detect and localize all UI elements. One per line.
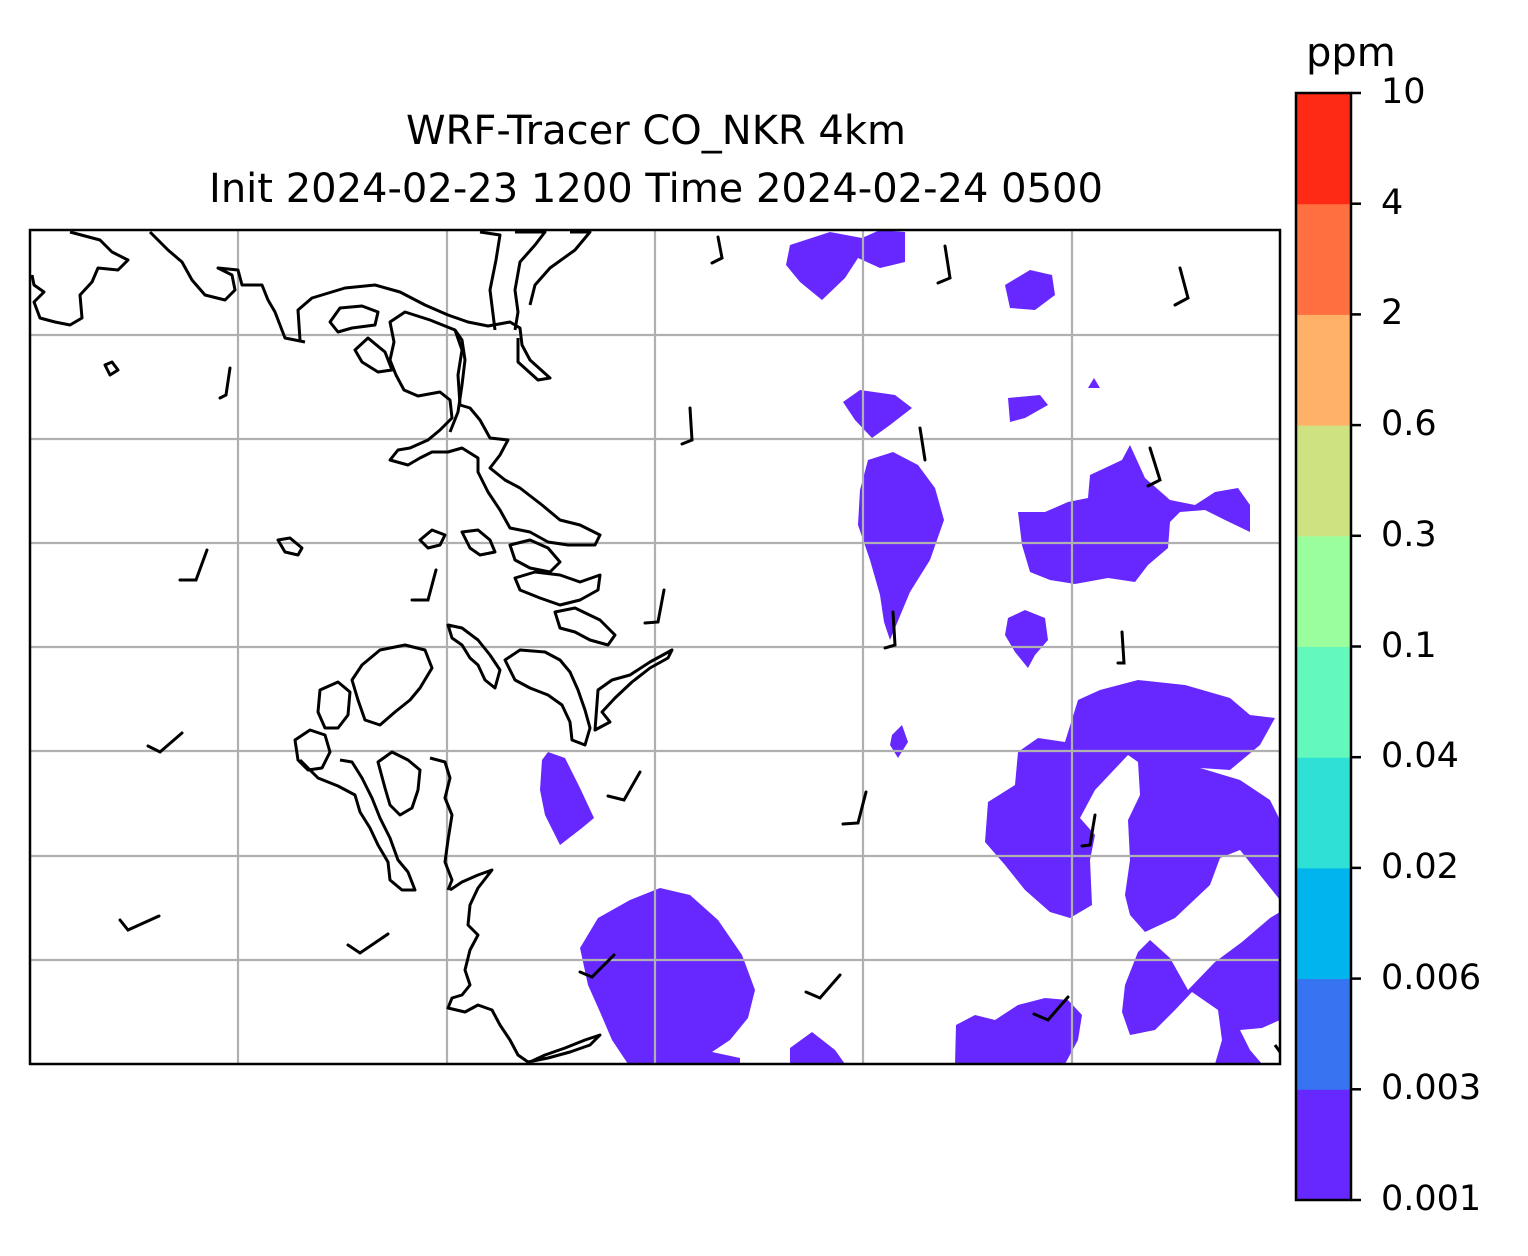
colorbar-tick-label: 0.006 bbox=[1381, 957, 1482, 998]
title-line-2-wrap: Init 2024-02-23 1200 Time 2024-02-24 050… bbox=[30, 166, 1282, 212]
coastline bbox=[148, 230, 306, 344]
colorbar-unit-label: ppm bbox=[1306, 30, 1396, 76]
coastline bbox=[316, 680, 352, 730]
wind-barb bbox=[578, 953, 616, 979]
coastline bbox=[418, 528, 447, 550]
coastline bbox=[328, 304, 380, 334]
wind-barb bbox=[1173, 266, 1190, 307]
map-frame bbox=[28, 228, 1282, 1066]
coastline bbox=[30, 230, 130, 327]
tracer-blob bbox=[843, 390, 912, 438]
coastline bbox=[103, 360, 120, 377]
coastline bbox=[276, 536, 304, 557]
coastline bbox=[503, 648, 592, 747]
coastline bbox=[376, 750, 422, 817]
wind-barb bbox=[710, 235, 724, 265]
tracer-blob bbox=[1005, 270, 1055, 310]
coastline bbox=[508, 538, 562, 574]
colorbar-tick-label: 2 bbox=[1381, 293, 1404, 334]
colorbar-segment bbox=[1296, 535, 1351, 647]
coastline bbox=[553, 606, 617, 647]
tracer-blob bbox=[858, 452, 944, 640]
colorbar-segment bbox=[1296, 203, 1351, 315]
colorbar-segment bbox=[1296, 646, 1351, 758]
colorbar-segment bbox=[1296, 93, 1351, 205]
coastline bbox=[446, 868, 602, 1064]
coastline bbox=[298, 758, 417, 892]
colorbar-segment bbox=[1296, 314, 1351, 426]
coastline bbox=[528, 230, 592, 306]
tracer-blob bbox=[985, 680, 1280, 932]
tracer-blob bbox=[790, 1032, 845, 1064]
coastline bbox=[429, 756, 454, 891]
coastline bbox=[296, 283, 552, 382]
colorbar-tick-label: 10 bbox=[1381, 72, 1426, 112]
wind-barb bbox=[1146, 446, 1162, 488]
wind-barb bbox=[841, 790, 868, 826]
colorbar-tick-label: 0.001 bbox=[1381, 1179, 1482, 1219]
coastline bbox=[513, 570, 602, 607]
colorbar-tick-label: 0.6 bbox=[1381, 404, 1437, 445]
colorbar-segment bbox=[1296, 1089, 1351, 1201]
wind-barb bbox=[1080, 813, 1097, 848]
wind-barb bbox=[178, 548, 209, 582]
wind-barb bbox=[118, 914, 161, 932]
wind-barb bbox=[1116, 630, 1126, 665]
coastline bbox=[460, 528, 497, 557]
coastline bbox=[388, 310, 602, 547]
colorbar-segment bbox=[1296, 978, 1351, 1090]
tracer-blob bbox=[540, 752, 594, 845]
tracer-blob bbox=[1088, 378, 1100, 388]
wind-barb bbox=[918, 426, 927, 462]
title-main: WRF-Tracer CO_NKR 4km bbox=[405, 108, 907, 154]
wind-barb bbox=[680, 406, 694, 446]
colorbar bbox=[1294, 91, 1361, 1202]
colorbar-segment bbox=[1296, 425, 1351, 537]
coastline bbox=[448, 329, 467, 433]
coastline bbox=[479, 230, 502, 331]
wind-barbs bbox=[118, 235, 1190, 1022]
tracer-blob bbox=[1122, 912, 1280, 1064]
coastlines bbox=[30, 230, 1280, 1064]
tracer-blob bbox=[890, 725, 908, 758]
coastline bbox=[446, 623, 502, 690]
wind-barb bbox=[410, 568, 438, 602]
colorbar-tick-label: 0.04 bbox=[1381, 736, 1459, 777]
coastline bbox=[593, 648, 674, 732]
tracer-blob bbox=[1008, 395, 1048, 422]
wind-barb bbox=[346, 932, 390, 955]
colorbar-tick-label: 0.003 bbox=[1381, 1068, 1482, 1109]
coastline bbox=[353, 336, 394, 374]
wind-barb bbox=[643, 588, 666, 625]
tracer-blob bbox=[955, 998, 1082, 1064]
wind-barb bbox=[1032, 995, 1070, 1022]
colorbar-segment bbox=[1296, 757, 1351, 869]
colorbar-tick-label: 0.1 bbox=[1381, 625, 1437, 666]
colorbar-tick-label: 0.02 bbox=[1381, 846, 1459, 887]
colorbar-segment bbox=[1296, 867, 1351, 980]
coastline bbox=[350, 643, 434, 727]
colorbar-tick-label: 0.3 bbox=[1381, 514, 1437, 555]
tracer-blob bbox=[1018, 445, 1250, 584]
gridlines bbox=[30, 230, 1280, 1064]
coastline bbox=[513, 230, 547, 331]
tracer-blob bbox=[1005, 610, 1048, 668]
wind-barb bbox=[218, 366, 232, 400]
wind-barb bbox=[146, 731, 184, 754]
wind-barb bbox=[883, 610, 897, 650]
wind-barb bbox=[606, 770, 642, 802]
wind-barb bbox=[936, 244, 952, 285]
colorbar-tick-label: 4 bbox=[1381, 182, 1404, 223]
wind-barb bbox=[804, 973, 842, 1000]
tracer-blob bbox=[786, 230, 905, 300]
tracer-blob bbox=[580, 888, 755, 1064]
tracer-shading bbox=[540, 230, 1280, 1064]
title-time: Init 2024-02-23 1200 Time 2024-02-24 050… bbox=[209, 166, 1103, 212]
